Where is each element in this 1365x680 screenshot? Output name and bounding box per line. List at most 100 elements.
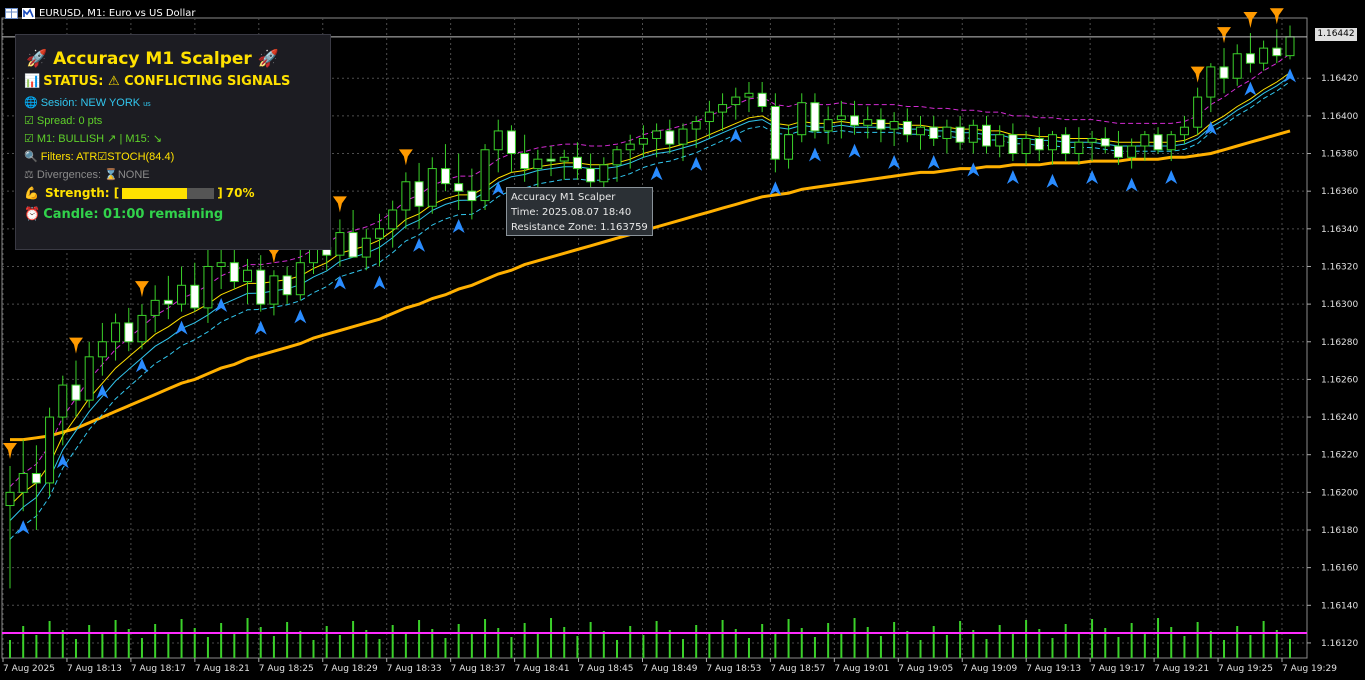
- candle-body: [124, 322, 134, 343]
- candle-body: [744, 92, 754, 98]
- x-tick-label: 7 Aug 18:57: [770, 664, 825, 674]
- candle-body: [506, 130, 516, 155]
- candle-body: [1087, 137, 1097, 143]
- candle-body: [335, 232, 345, 256]
- plot-frame: [1, 17, 1308, 659]
- candle-body: [638, 137, 648, 145]
- candle-body: [5, 491, 15, 507]
- buy-arrow: [492, 181, 505, 196]
- sma-fast-line: [9, 72, 1291, 506]
- y-tick-label: 1.16260: [1321, 375, 1358, 385]
- candle-body: [1193, 96, 1203, 128]
- checkbox-icon: ☑: [97, 151, 108, 163]
- sell-arrow: [1269, 8, 1284, 25]
- candle-body: [863, 119, 873, 126]
- candle-body: [731, 96, 741, 106]
- status-line: 📊 STATUS: ⚠ CONFLICTING SIGNALS: [24, 74, 290, 89]
- candle-body: [18, 473, 28, 493]
- candlestick-series: [5, 25, 1295, 589]
- candle-body: [916, 126, 926, 136]
- buy-arrow: [452, 219, 465, 233]
- y-tick-label: 1.16360: [1321, 187, 1358, 197]
- candle-body: [414, 181, 424, 207]
- candle-body: [1245, 53, 1255, 64]
- panel-title: 🚀 Accuracy M1 Scalper 🚀: [26, 49, 279, 69]
- buy-arrow: [967, 162, 980, 177]
- scale-icon: ⚖: [24, 169, 34, 181]
- candle-body: [203, 265, 213, 309]
- candle-body: [810, 102, 820, 132]
- buy-arrow: [650, 166, 663, 181]
- candle-body: [45, 416, 55, 484]
- candle-body: [612, 149, 622, 166]
- candle-body: [652, 130, 662, 139]
- y-tick-label: 1.16320: [1321, 262, 1358, 272]
- buy-arrow: [56, 454, 69, 469]
- candle-body: [797, 102, 807, 136]
- sell-arrow: [1243, 12, 1258, 29]
- y-tick-label: 1.16240: [1321, 413, 1358, 423]
- buy-arrow: [1046, 173, 1059, 188]
- candle-body: [361, 237, 371, 258]
- tooltip-title: Accuracy M1 Scalper: [511, 192, 616, 203]
- divergences-text: Divergences:: [36, 169, 105, 181]
- x-tick-label: 7 Aug 18:45: [579, 664, 634, 674]
- buy-arrow: [690, 156, 703, 171]
- filters-text: Filters: ATR: [40, 151, 98, 163]
- candle-body: [427, 168, 437, 207]
- scalper-info-panel: 🚀 Accuracy M1 Scalper 🚀 📊 STATUS: ⚠ CONFL…: [15, 34, 331, 250]
- buy-arrow: [135, 358, 148, 373]
- candle-body: [955, 126, 965, 143]
- strength-percent: 70%: [225, 186, 255, 200]
- buy-arrow: [175, 320, 188, 335]
- candle-body: [150, 299, 160, 316]
- chart-title-bar: EURUSD, M1: Euro vs US Dollar: [5, 5, 195, 21]
- trend-line: ☑ M1: BULLISH ↗ | M15: ↘: [24, 132, 162, 145]
- candle-body: [84, 356, 94, 401]
- y-tick-label: 1.16120: [1321, 639, 1358, 649]
- candle-body: [902, 121, 912, 136]
- buy-arrow: [848, 143, 861, 158]
- magnifier-icon: 🔍: [24, 151, 38, 163]
- candle-body: [163, 299, 173, 305]
- x-tick-label: 7 Aug 19:25: [1218, 664, 1273, 674]
- candle-body: [1034, 137, 1044, 151]
- candle-body: [71, 384, 81, 401]
- buy-arrow: [769, 181, 782, 196]
- candle-body: [625, 143, 635, 151]
- ma-magenta-dashed-line: [9, 53, 1291, 488]
- candle-body: [216, 262, 226, 267]
- y-tick-label: 1.16140: [1321, 601, 1358, 611]
- candle-body: [467, 190, 477, 202]
- candle-body: [942, 126, 952, 139]
- x-tick-label: 7 Aug 18:25: [259, 664, 314, 674]
- candle-body: [1008, 134, 1018, 155]
- candle-body: [1272, 47, 1282, 57]
- candle-body: [493, 130, 503, 151]
- chart-grid-icon: [5, 7, 18, 19]
- candle-body: [1179, 126, 1189, 136]
- candle-body: [31, 473, 41, 484]
- chart-grid: [1, 17, 1308, 659]
- candle-body: [243, 269, 253, 283]
- sell-arrow: [1217, 27, 1232, 44]
- y-tick-label: 1.16180: [1321, 526, 1358, 536]
- candle-body: [929, 126, 939, 139]
- buy-arrow: [927, 155, 940, 169]
- candle-body: [1127, 145, 1137, 158]
- candle-body: [137, 314, 147, 343]
- session-flag: us: [143, 101, 151, 108]
- candle-timer-line: ⏰ Candle: 01:00 remaining: [24, 207, 223, 222]
- buy-arrow: [1165, 170, 1178, 185]
- buy-arrow: [373, 275, 386, 290]
- candle-body: [177, 284, 187, 305]
- checkbox-icon: ☑: [24, 115, 34, 127]
- candle-body: [718, 104, 728, 113]
- candle-body: [823, 119, 833, 132]
- x-tick-label: 7 Aug 18:21: [195, 664, 250, 674]
- candle-body: [1206, 66, 1216, 98]
- candle-body: [401, 181, 411, 211]
- divergences-line: ⚖ Divergences: ⌛NONE: [24, 168, 150, 181]
- sell-arrow: [332, 196, 347, 213]
